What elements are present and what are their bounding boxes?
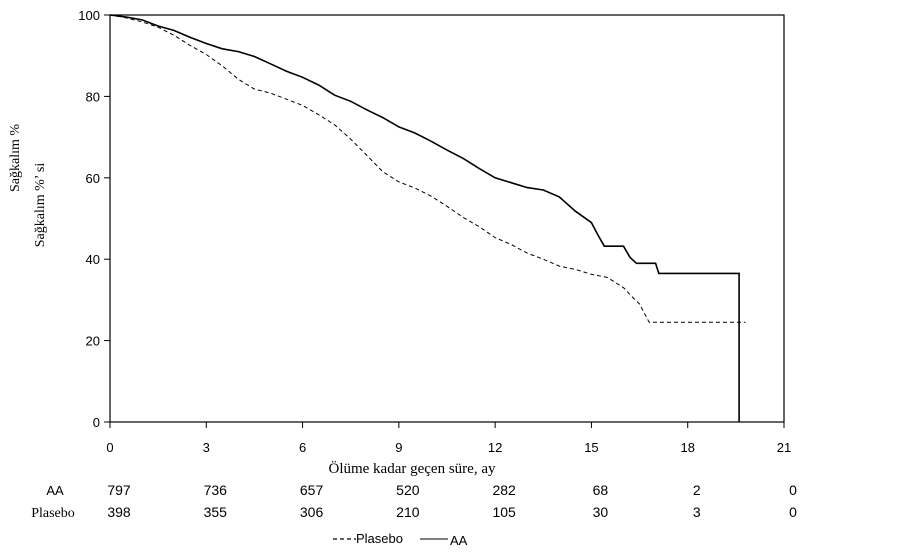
plot-frame <box>109 14 785 423</box>
y-tick-label: 40 <box>86 252 100 267</box>
y-axis-label: Sağkalım % <box>8 124 23 192</box>
x-tick-label: 21 <box>777 440 791 455</box>
risk-row-label: Plasebo <box>31 506 75 521</box>
risk-value: 2 <box>693 482 701 498</box>
risk-value: 797 <box>107 482 131 498</box>
x-tick-label: 9 <box>395 440 402 455</box>
x-tick-label: 6 <box>299 440 306 455</box>
risk-value: 0 <box>789 504 797 520</box>
x-tick-label: 0 <box>106 440 113 455</box>
risk-value: 282 <box>492 482 516 498</box>
risk-value: 736 <box>204 482 228 498</box>
risk-value: 657 <box>300 482 324 498</box>
risk-value: 398 <box>107 504 131 520</box>
x-tick-label: 3 <box>203 440 210 455</box>
risk-row-label: AA <box>46 483 64 498</box>
x-tick-label: 12 <box>488 440 502 455</box>
risk-value: 306 <box>300 504 324 520</box>
risk-value: 105 <box>492 504 516 520</box>
risk-value: 68 <box>593 482 609 498</box>
y-tick-label: 20 <box>86 334 100 349</box>
risk-value: 355 <box>204 504 228 520</box>
x-tick-label: 18 <box>680 440 694 455</box>
series-line-aa <box>109 14 740 422</box>
series-line-plasebo <box>109 14 746 323</box>
y-tick-label: 80 <box>86 89 100 104</box>
x-axis-label: Ölüme kadar geçen süre, ay <box>328 460 496 477</box>
risk-value: 30 <box>593 504 609 520</box>
y-axis-label-secondary: Sağkalım %’ si <box>33 163 48 248</box>
y-tick-label: 60 <box>86 171 100 186</box>
legend-label-plasebo: Plasebo <box>356 531 403 546</box>
risk-value: 0 <box>789 482 797 498</box>
risk-value: 3 <box>693 504 701 520</box>
legend: Plasebo AA <box>333 531 468 548</box>
x-tick-label: 15 <box>584 440 598 455</box>
risk-value: 520 <box>396 482 420 498</box>
risk-value: 210 <box>396 504 420 520</box>
y-tick-label: 0 <box>93 415 100 430</box>
y-tick-label: 100 <box>78 8 100 23</box>
legend-label-aa: AA <box>450 533 468 548</box>
